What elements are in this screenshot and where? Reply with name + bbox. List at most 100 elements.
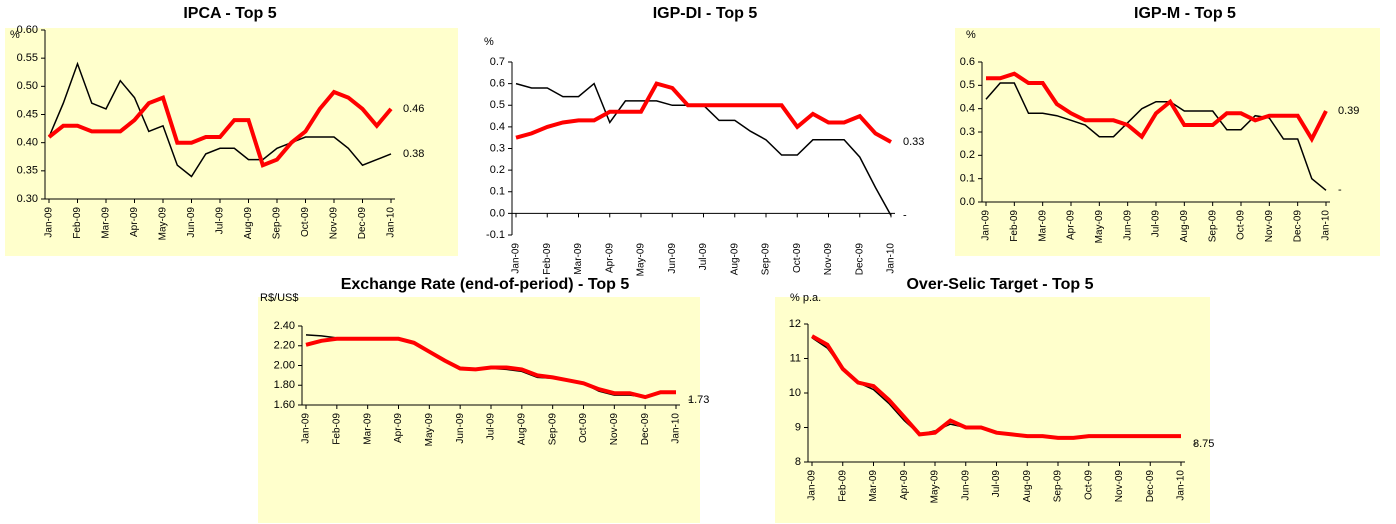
- chart-background: [258, 297, 700, 523]
- x-tick-label: Mar-09: [573, 243, 584, 275]
- x-tick-label: Aug-09: [516, 413, 527, 446]
- y-tick-label: 0.1: [960, 173, 975, 185]
- y-tick-label: 0.2: [960, 149, 975, 161]
- x-tick-label: May-09: [636, 243, 647, 277]
- x-tick-label: Mar-09: [1037, 210, 1048, 242]
- y-tick-label: 0.6: [960, 56, 975, 68]
- x-tick-label: Sep-09: [761, 243, 772, 276]
- y-tick-label: 0.5: [490, 99, 505, 111]
- y-tick-label: 2.20: [274, 340, 295, 352]
- end-label: 0.39: [1338, 105, 1359, 117]
- x-tick-label: Apr-09: [604, 243, 615, 273]
- chart: Over-Selic Target - Top 5 % p.a. 8 9 10 11 12 J…: [775, 276, 1214, 523]
- x-tick-label: Apr-09: [129, 207, 140, 237]
- x-tick-label: Jul-09: [486, 413, 497, 441]
- end-label: 8.75: [1193, 438, 1214, 450]
- y-tick-label: 0.6: [490, 78, 505, 90]
- x-tick-label: Sep-09: [272, 207, 283, 240]
- y-tick-label: 0.5: [960, 79, 975, 91]
- y-tick-label: 0.3: [960, 126, 975, 138]
- x-tick-label: Oct-09: [300, 207, 311, 237]
- series-line: [811, 334, 1181, 440]
- x-tick-label: Apr-09: [899, 470, 910, 500]
- x-tick-label: Nov-09: [823, 243, 834, 276]
- chart: IGP-DI - Top 5% -0.1 0.0 0.1 0.2 0.3 0.4 0.5 0.6…: [484, 5, 924, 276]
- y-tick-label: 0.40: [17, 137, 38, 149]
- y-tick-label: 0.0: [490, 207, 505, 219]
- y-tick-label: 1.80: [274, 379, 295, 391]
- chart: Exchange Rate (end-of-period) - Top 5 R$/…: [258, 276, 709, 523]
- x-tick-label: Oct-09: [1236, 210, 1247, 240]
- y-tick-label: 0.4: [490, 121, 505, 133]
- x-tick-label: Jan-10: [1321, 210, 1332, 241]
- x-tick-label: Oct-09: [578, 413, 589, 443]
- x-tick-label: May-09: [424, 413, 435, 447]
- x-tick-label: Jul-09: [1151, 210, 1162, 238]
- y-tick-label: 1.60: [274, 399, 295, 411]
- end-label: 0.46: [403, 103, 424, 115]
- y-tick-label: 8: [795, 456, 801, 468]
- x-tick-label: Jan-09: [511, 243, 522, 274]
- x-tick-label: Dec-09: [1292, 210, 1303, 243]
- x-tick-label: Dec-09: [357, 207, 368, 240]
- x-tick-label: Feb-09: [72, 207, 83, 239]
- x-tick-label: Mar-09: [362, 413, 373, 445]
- y-tick-label: 2.00: [274, 359, 295, 371]
- chart-background: [775, 297, 1210, 523]
- x-tick-label: Apr-09: [393, 413, 404, 443]
- y-tick-label: 0.45: [17, 108, 38, 120]
- x-tick-label: Feb-09: [331, 413, 342, 445]
- x-tick-label: Mar-09: [101, 207, 112, 239]
- y-tick-label: 12: [789, 318, 801, 330]
- end-label: -: [1193, 438, 1197, 450]
- x-tick-label: Jan-10: [886, 243, 897, 274]
- x-tick-label: Nov-09: [1114, 470, 1125, 503]
- x-tick-label: Sep-09: [547, 413, 558, 446]
- x-tick-label: Jul-09: [991, 470, 1002, 498]
- y-axis-label: %: [966, 29, 976, 41]
- y-axis-label: % p.a.: [790, 292, 821, 304]
- end-label: 1.73: [688, 394, 709, 406]
- x-tick-label: Jun-09: [186, 207, 197, 238]
- x-tick-label: May-09: [1094, 210, 1105, 244]
- chart-title: Over-Selic Target - Top 5: [906, 276, 1093, 293]
- y-tick-label: 0.1: [490, 186, 505, 198]
- x-tick-label: Nov-09: [329, 207, 340, 240]
- x-tick-label: Aug-09: [243, 207, 254, 240]
- series-line: [47, 89, 393, 168]
- x-tick-label: Dec-09: [1145, 470, 1156, 503]
- chart: IPCA - Top 5% 0.30 0.35 0.40 0.45 0.50 0.55 0.6…: [5, 5, 458, 256]
- chart-title: IGP-M - Top 5: [1134, 5, 1236, 22]
- series-line: [986, 71, 1328, 144]
- y-tick-label: 0.30: [17, 193, 38, 205]
- x-tick-label: Feb-09: [837, 470, 848, 502]
- y-tick-label: 0.7: [490, 56, 505, 68]
- x-tick-label: Jul-09: [698, 243, 709, 271]
- chart-title: Exchange Rate (end-of-period) - Top 5: [341, 276, 630, 293]
- x-tick-label: Dec-09: [640, 413, 651, 446]
- series-line: [515, 81, 892, 144]
- x-tick-label: Jan-09: [44, 207, 55, 238]
- x-tick-label: May-09: [930, 470, 941, 504]
- x-tick-label: Nov-09: [609, 413, 620, 446]
- series-line: [48, 61, 392, 178]
- y-tick-label: 0.0: [960, 196, 975, 208]
- x-tick-label: Aug-09: [1022, 470, 1033, 503]
- x-tick-label: Aug-09: [729, 243, 740, 276]
- end-label: -: [1338, 184, 1342, 196]
- y-tick-label: 0.3: [490, 142, 505, 154]
- x-tick-label: Jan-09: [807, 470, 818, 501]
- y-tick-label: 11: [790, 352, 801, 364]
- chart-title: IPCA - Top 5: [183, 5, 276, 22]
- x-tick-label: Jan-09: [301, 413, 312, 444]
- x-tick-label: Jul-09: [215, 207, 226, 235]
- x-tick-label: Jan-10: [671, 413, 682, 444]
- y-tick-label: -0.1: [486, 229, 505, 241]
- x-tick-label: Jun-09: [960, 470, 971, 501]
- y-tick-label: 0.35: [17, 165, 38, 177]
- y-tick-label: 0.50: [17, 80, 38, 92]
- chart-background: [5, 28, 458, 256]
- y-tick-label: 0.55: [17, 52, 38, 64]
- series-line: [305, 336, 676, 400]
